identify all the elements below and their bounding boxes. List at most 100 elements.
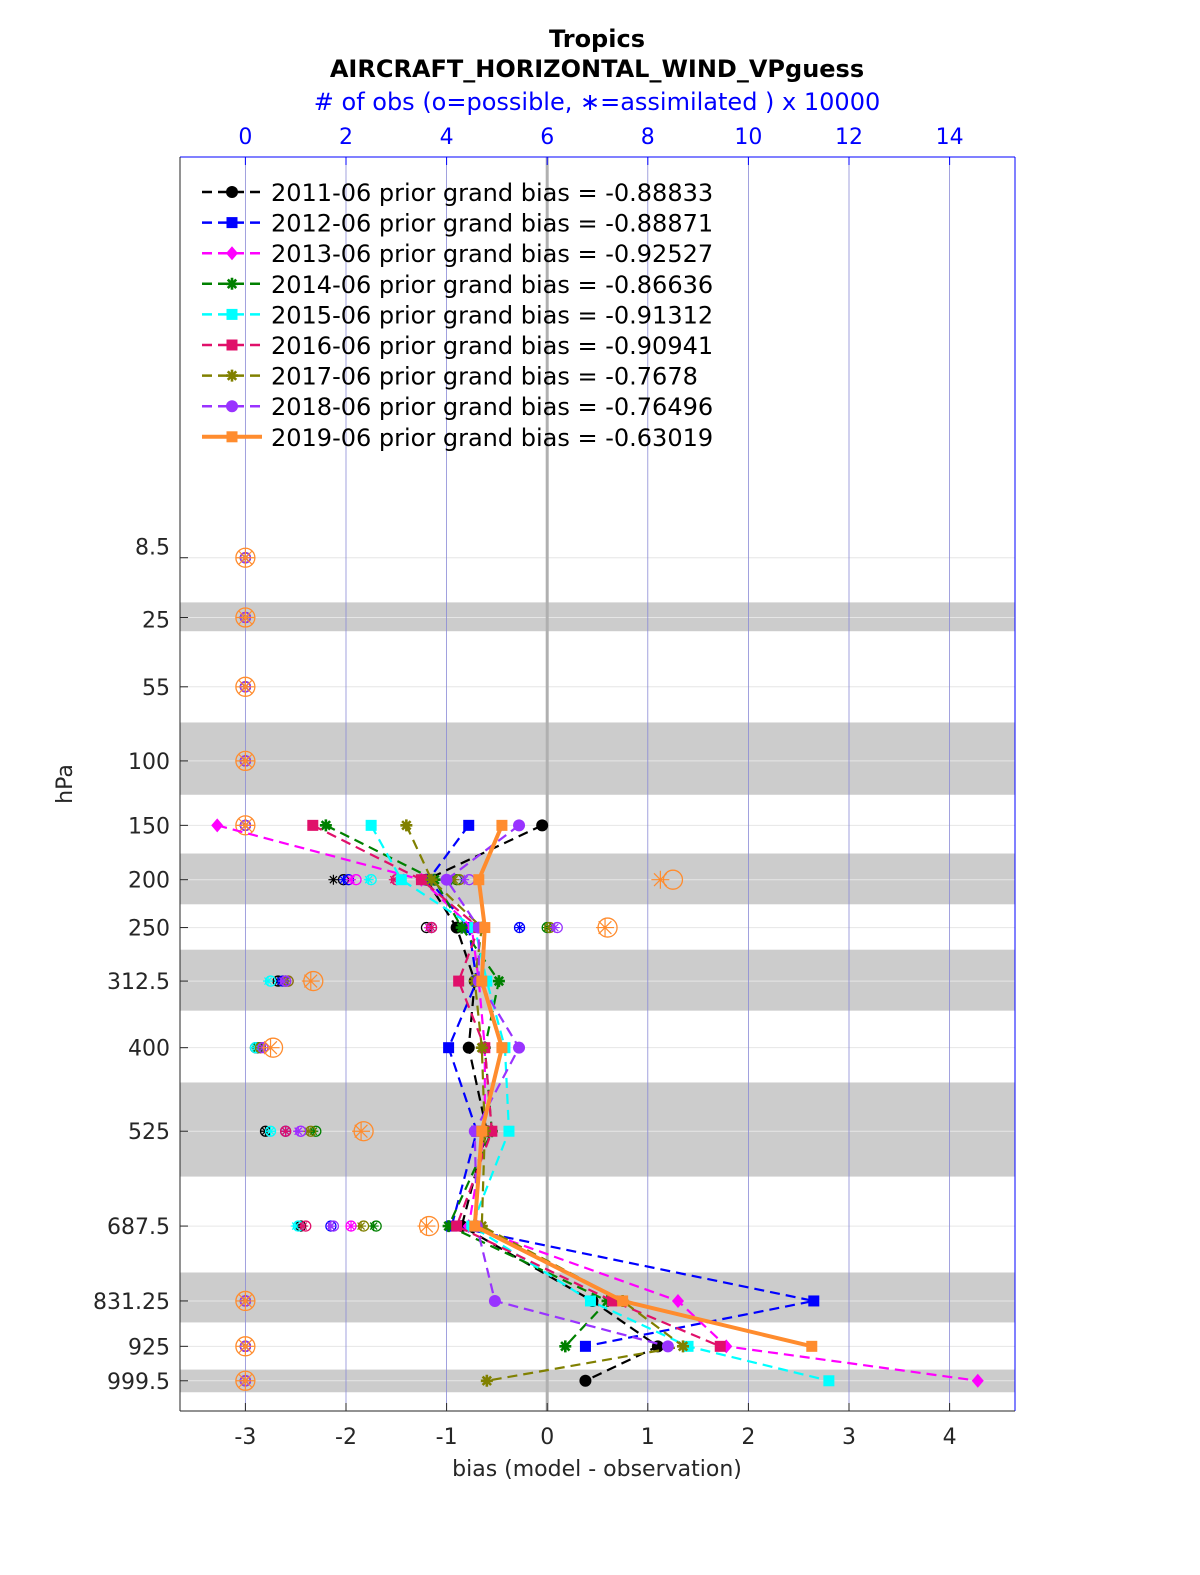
data-point [671, 1293, 684, 1308]
data-point [226, 246, 238, 261]
legend-item: 2011-06 prior grand bias = -0.88833 [202, 179, 713, 207]
data-point [480, 1374, 493, 1387]
obs-assimilated-marker [388, 874, 399, 885]
legend-item: 2018-06 prior grand bias = -0.76496 [202, 393, 713, 421]
series-8 [469, 819, 818, 1352]
data-point [395, 874, 407, 886]
obs-assimilated-marker [236, 1291, 255, 1310]
legend-label: 2016-06 prior grand bias = -0.90941 [271, 332, 713, 360]
data-point [462, 1041, 475, 1054]
x-tick-label: 0 [540, 1425, 554, 1450]
obs-assimilated-marker [261, 1038, 280, 1057]
y-tick-label: 525 [128, 1120, 170, 1145]
obs-possible-marker [235, 815, 256, 836]
series-7 [440, 819, 674, 1353]
series-line [370, 824, 830, 1382]
data-point [226, 369, 238, 382]
data-point [823, 1375, 835, 1387]
series-lines [211, 818, 984, 1388]
data-point [579, 1340, 591, 1352]
level-band [180, 722, 1015, 795]
y-tick-label: 250 [128, 917, 170, 942]
top-tick-label: 10 [734, 125, 762, 150]
legend-item: 2015-06 prior grand bias = -0.91312 [202, 301, 713, 329]
obs-assimilated-marker [278, 976, 289, 987]
axis-ticks: -3 -2 -1 0 1 2 3 40 2 4 6 8 10 12 148.5255510015020025… [93, 125, 964, 1450]
legend-item: 2016-06 prior grand bias = -0.90941 [202, 332, 713, 360]
data-point [463, 819, 475, 831]
legend-label: 2017-06 prior grand bias = -0.7678 [271, 363, 698, 391]
chart-title: Tropics [549, 25, 645, 53]
data-point [971, 1373, 984, 1388]
top-tick-label: 2 [339, 125, 353, 150]
obs-assimilated-marker [338, 874, 349, 885]
data-point [808, 1295, 820, 1307]
y-tick-label: 200 [128, 869, 170, 894]
data-point [584, 1295, 596, 1307]
legend-label: 2013-06 prior grand bias = -0.92527 [271, 240, 713, 268]
level-bands [180, 602, 1015, 1393]
obs-assimilated-marker [417, 1217, 436, 1236]
legend-item: 2017-06 prior grand bias = -0.7678 [202, 363, 698, 391]
x-tick-label: 4 [943, 1425, 957, 1450]
data-point [443, 1042, 455, 1054]
legend-label: 2012-06 prior grand bias = -0.88871 [271, 210, 713, 238]
data-point [496, 1042, 508, 1054]
obs-count-markers [235, 547, 684, 1391]
obs-assimilated-marker [352, 1122, 371, 1141]
obs-assimilated-marker [651, 870, 670, 889]
data-point [226, 400, 238, 413]
obs-possible-marker [235, 750, 256, 772]
data-point [400, 819, 413, 832]
obs-possible-marker [235, 1336, 256, 1357]
legend-item: 2012-06 prior grand bias = -0.88871 [202, 210, 713, 238]
top-tick-label: 4 [440, 125, 454, 150]
obs-assimilated-marker [236, 677, 255, 696]
obs-assimilated-marker [308, 1126, 319, 1137]
data-point [607, 1295, 619, 1307]
legend-label: 2019-06 prior grand bias = -0.63019 [271, 424, 713, 452]
obs-assimilated-marker [363, 874, 374, 885]
obs-assimilated-marker [301, 972, 320, 991]
obs-assimilated-marker [236, 751, 255, 770]
obs-assimilated-marker [426, 922, 437, 933]
obs-assimilated-marker [356, 1221, 367, 1232]
legend-item: 2013-06 prior grand bias = -0.92527 [202, 240, 713, 268]
y-tick-label: 999.5 [107, 1370, 170, 1395]
data-point [488, 1294, 501, 1307]
obs-assimilated-marker [449, 874, 460, 885]
obs-assimilated-marker [303, 1126, 314, 1137]
top-tick-label: 6 [540, 125, 554, 150]
data-point [226, 431, 238, 443]
obs-assimilated-marker [368, 1221, 379, 1232]
x-tick-label: -1 [436, 1425, 458, 1450]
grid-lines [180, 157, 1015, 1411]
plot-frame [179, 156, 1016, 1412]
obs-assimilated-marker [236, 548, 255, 567]
legend-item: 2019-06 prior grand bias = -0.63019 [202, 424, 713, 452]
obs-assimilated-marker [346, 874, 357, 885]
data-point [365, 819, 377, 831]
data-point [455, 921, 468, 934]
obs-assimilated-marker [280, 1126, 291, 1137]
data-point [513, 819, 526, 832]
data-point [226, 277, 238, 290]
top-axis-title: # of obs (o=possible, ∗=assimilated ) x … [314, 88, 880, 116]
top-tick-label: 12 [835, 125, 863, 150]
obs-possible-marker [235, 1370, 256, 1391]
x-tick-label: 3 [842, 1425, 856, 1450]
level-band [180, 602, 1015, 632]
y-tick-label: 150 [128, 814, 170, 839]
x-tick-label: 2 [741, 1425, 755, 1450]
x-tick-label: 1 [641, 1425, 655, 1450]
data-point [475, 1041, 488, 1054]
y-axis-label: hPa [53, 764, 78, 804]
level-band [180, 1272, 1015, 1323]
obs-possible-marker [235, 1290, 256, 1312]
data-point [226, 308, 238, 320]
obs-assimilated-marker [263, 976, 274, 987]
legend-label: 2011-06 prior grand bias = -0.88833 [271, 179, 713, 207]
series-line [424, 824, 661, 1382]
y-tick-label: 25 [142, 609, 170, 634]
legend-label: 2014-06 prior grand bias = -0.86636 [271, 271, 713, 299]
